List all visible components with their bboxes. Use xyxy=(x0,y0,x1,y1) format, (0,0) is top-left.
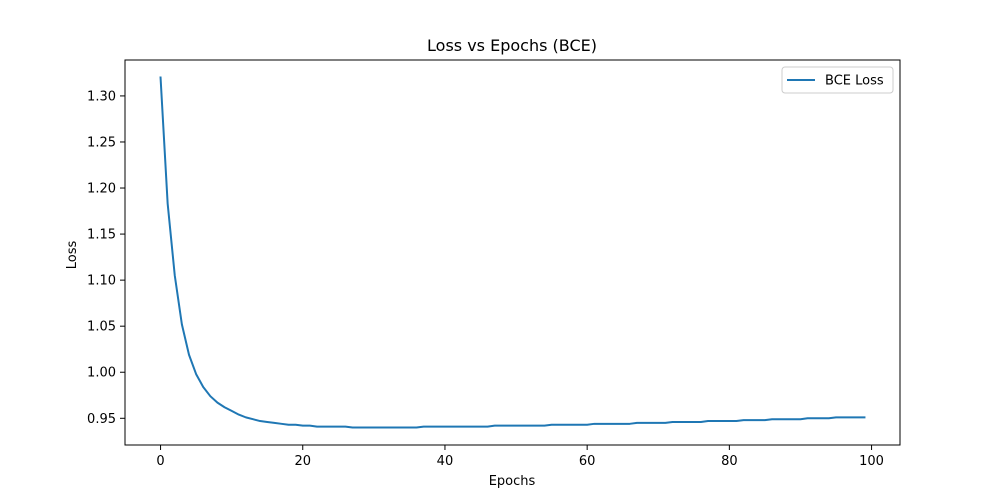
legend: BCE Loss xyxy=(781,66,894,94)
x-axis: 0 20 40 60 80 100 xyxy=(156,445,884,469)
y-tick-label: 1.20 xyxy=(87,182,116,197)
x-tick-label: 100 xyxy=(859,454,884,469)
x-tick-label: 40 xyxy=(437,454,454,469)
series-line-0 xyxy=(159,76,866,429)
plot-frame xyxy=(124,59,901,446)
legend-box xyxy=(781,66,894,94)
x-tick-label: 80 xyxy=(721,454,738,469)
y-tick-label: 1.05 xyxy=(87,320,116,335)
y-tick-label: 0.95 xyxy=(87,412,116,427)
legend-label: BCE Loss xyxy=(825,74,884,89)
x-tick-label: 20 xyxy=(294,454,311,469)
x-tick-label: 60 xyxy=(579,454,596,469)
y-tick-label: 1.10 xyxy=(87,274,116,289)
y-tick-label: 1.25 xyxy=(87,135,116,150)
y-tick-label: 1.15 xyxy=(87,228,116,243)
y-tick-label: 1.00 xyxy=(87,366,116,381)
plot-area xyxy=(125,60,900,445)
x-tick-label: 0 xyxy=(156,454,164,469)
y-tick-label: 1.30 xyxy=(87,89,116,104)
chart-title: Loss vs Epochs (BCE) xyxy=(427,36,597,55)
x-axis-label: Epochs xyxy=(489,474,536,489)
series-layer xyxy=(159,76,866,429)
y-axis: 0.95 1.00 1.05 1.10 1.15 1.20 1.25 1.30 xyxy=(87,89,125,427)
y-axis-label: Loss xyxy=(65,241,80,270)
